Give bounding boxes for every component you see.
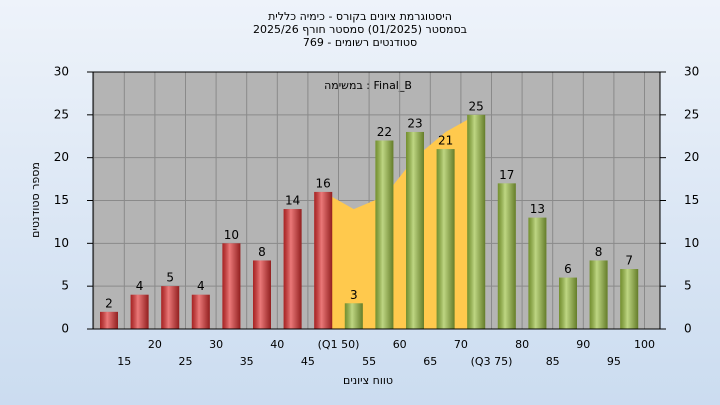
x-tick-label: 40 [270,338,284,351]
data-label: 22 [377,125,392,139]
bar-shine [559,277,577,329]
y-tick-label: 5 [61,279,69,293]
x-axis-label: טווח ציונים [343,374,393,387]
y2-tick-label: 25 [684,107,699,121]
x-tick-label: 15 [117,355,131,368]
data-label: 6 [564,262,572,276]
bar-shine [528,217,547,329]
x-tick-label: 25 [179,355,193,368]
x-tick-label: (Q3 75) [471,355,513,368]
y-tick-label: 20 [54,150,69,164]
data-label: 7 [625,254,633,268]
data-label: 2 [105,296,113,310]
bar-shine [436,149,455,329]
y2-tick-label: 20 [684,150,699,164]
bar-shine [406,131,424,329]
bar-shine [283,209,302,329]
x-tick-label: 85 [546,355,560,368]
bar-shine [589,260,608,329]
bar-shine [314,191,333,329]
bar-shine [344,303,363,329]
bar-shine [191,294,210,329]
y-tick-label: 25 [54,107,69,121]
y2-tick-label: 30 [684,65,699,79]
bar-shine [222,243,241,329]
x-tick-label: (Q1 50) [318,338,360,351]
data-label: 21 [438,134,453,148]
x-tick-label: 80 [515,338,529,351]
data-label: 17 [499,168,514,182]
x-tick-label: 55 [362,355,376,368]
y2-tick-label: 15 [684,193,699,207]
x-tick-label: 30 [209,338,223,351]
bar-shine [130,294,149,329]
data-label: 4 [197,279,205,293]
y2-tick-label: 5 [684,279,692,293]
y2-tick-label: 10 [684,236,699,250]
y-axis-label: מספר סטודנטים [29,162,42,238]
plot-border [92,71,661,330]
data-label: 5 [166,271,174,285]
x-tick-label: 100 [634,338,655,351]
bar-shine [375,140,394,329]
data-label: 4 [136,279,144,293]
bar-shine [497,183,516,329]
x-tick-label: 90 [576,338,590,351]
x-tick-label: 65 [423,355,437,368]
y-tick-label: 30 [54,65,69,79]
x-tick-label: 45 [301,355,315,368]
annotation: במשימה : Final_B [324,79,412,92]
y-tick-label: 0 [61,322,69,336]
data-label: 3 [350,288,358,302]
y-tick-label: 10 [54,236,69,250]
x-tick-label: 60 [393,338,407,351]
x-tick-label: 20 [148,338,162,351]
data-label: 23 [407,116,422,130]
chart-subtitle: בסמסטר (01/2025) סמסטר חורף 2025/26 [253,23,467,36]
data-label: 25 [469,99,484,113]
chart-subtitle: סטודנטים רשומים - 769 [303,36,417,49]
x-tick-label: 70 [454,338,468,351]
data-label: 16 [316,176,331,190]
chart-title: היסטוגרמת ציונים בקורס - כימיה כללית [268,10,452,23]
x-tick-label: 35 [240,355,254,368]
bar-shine [161,286,180,329]
data-label: 10 [224,228,239,242]
x-tick-label: 95 [607,355,621,368]
data-label: 8 [595,245,603,259]
bar-shine [100,311,118,329]
data-label: 14 [285,194,300,208]
y-tick-label: 15 [54,193,69,207]
bar-shine [620,269,639,329]
data-label: 8 [258,245,266,259]
y2-tick-label: 0 [684,322,692,336]
bar-shine [467,114,486,329]
bar-shine [253,260,271,329]
data-label: 13 [530,202,545,216]
